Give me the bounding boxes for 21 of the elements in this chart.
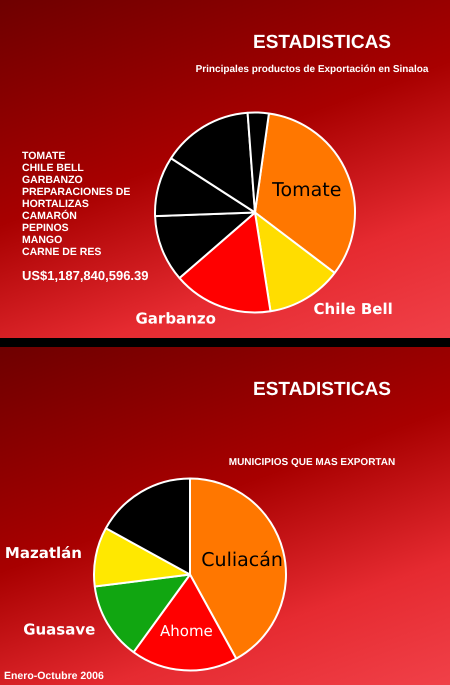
text: CARNE DE RES [22,246,102,258]
text: GARBANZO [22,174,84,186]
text: Enero-Octubre 2006 [4,670,105,682]
slice-label: Mazatlán [4,544,82,562]
text: MUNICIPIOS QUE MAS EXPORTAN [228,457,396,468]
text: CAMARÓN [22,210,78,222]
text: PEPINOS [22,222,70,234]
slice-label: Garbanzo [135,309,216,328]
chart-title: ESTADISTICAS [252,379,392,401]
chart-subtitle: Principales productos de Exportación en Sinaloa [194,64,430,75]
text: CHILE BELL [22,162,85,174]
slice-label: Guasave [23,620,96,638]
slice-label: Ahome [160,622,213,640]
slice-label: Culiacán [201,549,283,572]
text: US$1,187,840,596.39 [22,268,150,283]
slice-label: Tomate [271,179,342,202]
chart-title: ESTADISTICAS [252,32,392,54]
text: TOMATE [22,150,66,162]
text: MANGO [22,234,64,246]
text: PREPARACIONES DE HORTALIZAS [22,186,132,210]
slice-label: Chile Bell [314,300,393,318]
